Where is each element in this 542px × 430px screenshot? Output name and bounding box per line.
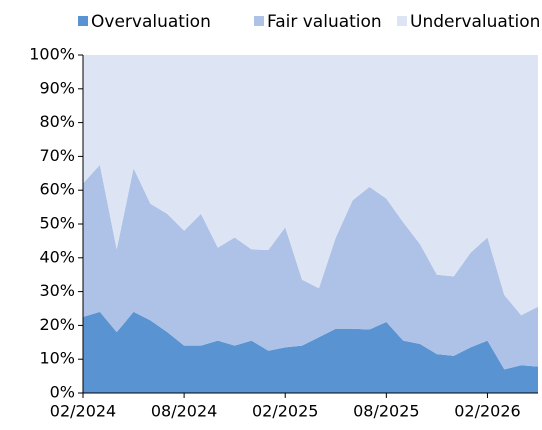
legend-label: Fair valuation [267,12,382,32]
legend-swatch [254,16,264,26]
x-tick-label: 02/2024 [50,402,116,421]
y-tick-label: 90% [39,78,75,97]
y-tick-label: 50% [39,214,75,233]
legend-swatch [397,16,407,26]
legend-swatch [78,16,88,26]
area [83,164,538,370]
x-tick-label: 08/2025 [353,402,419,421]
y-tick-label: 80% [39,112,75,131]
y-tick-label: 30% [39,281,75,300]
legend-label: Undervaluation [410,12,540,32]
area [83,311,538,393]
x-tick-label: 02/2025 [252,402,318,421]
y-tick-label: 20% [39,315,75,334]
y-tick-label: 70% [39,146,75,165]
x-tick-label: 02/2026 [454,402,520,421]
y-tick-label: 100% [29,45,75,64]
x-tick-label: 08/2024 [151,402,217,421]
y-tick-label: 60% [39,180,75,199]
y-tick-label: 10% [39,349,75,368]
area [83,55,538,316]
y-tick-label: 40% [39,247,75,266]
y-tick-label: 0% [50,383,75,402]
legend-label: Overvaluation [91,12,211,32]
